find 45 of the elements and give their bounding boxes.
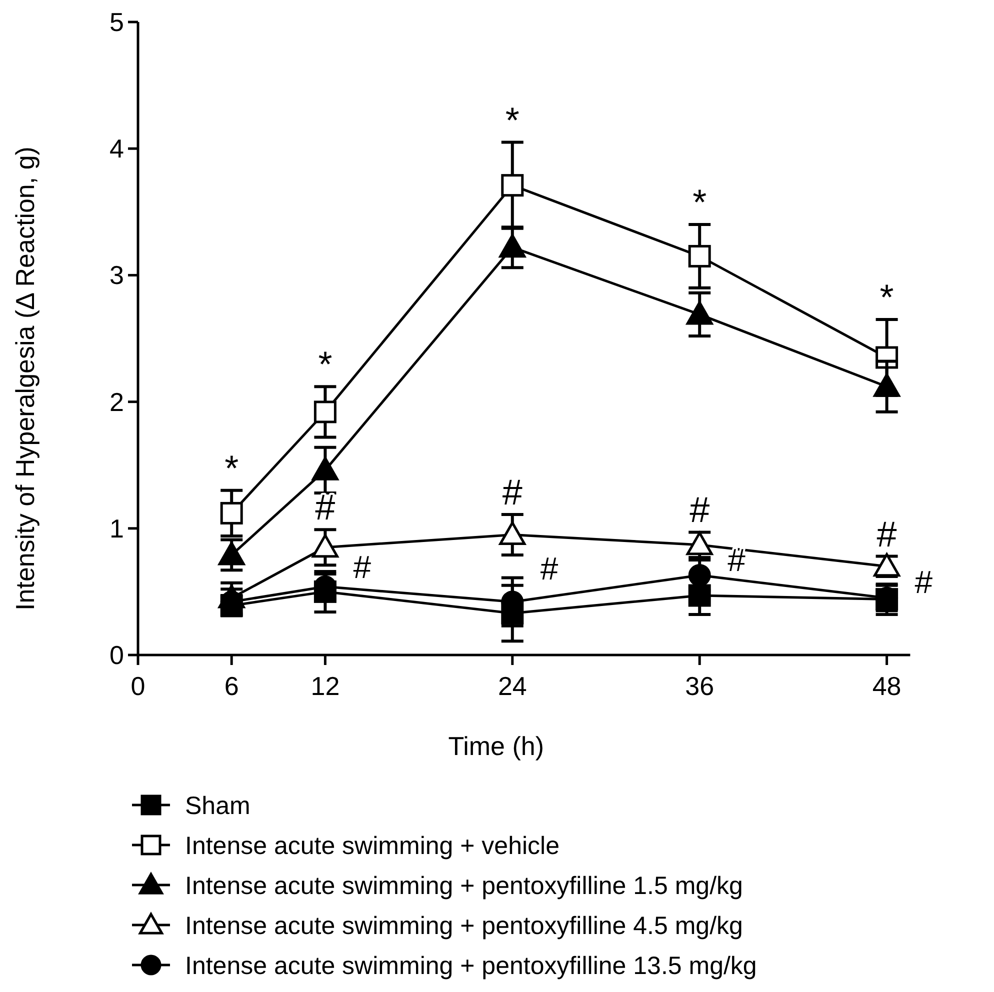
y-tick-label: 0 bbox=[110, 640, 124, 670]
annotation: # bbox=[353, 549, 372, 586]
x-tick-label: 24 bbox=[498, 671, 527, 701]
legend-label: Intense acute swimming + pentoxyfilline 13.5 mg/kg bbox=[185, 952, 757, 980]
x-tick-label: 36 bbox=[685, 671, 714, 701]
y-tick-label: 2 bbox=[110, 386, 124, 417]
legend-label: Intense acute swimming + pentoxyfilline 4.5 mg/kg bbox=[185, 912, 743, 940]
point bbox=[499, 521, 526, 545]
annotation: * bbox=[692, 182, 707, 223]
annotation: # bbox=[502, 471, 522, 512]
annotation: # bbox=[690, 489, 710, 530]
legend-label: Intense acute swimming + vehicle bbox=[185, 832, 560, 860]
annotation: # bbox=[728, 542, 746, 578]
legend-label: Intense acute swimming + pentoxyfilline 1.5 mg/kg bbox=[185, 872, 743, 900]
point bbox=[688, 564, 711, 586]
point bbox=[501, 174, 524, 197]
point bbox=[686, 301, 713, 325]
x-tick-label: 0 bbox=[130, 671, 146, 701]
point bbox=[688, 244, 711, 268]
annotation: * bbox=[224, 447, 239, 488]
y-tick-label: 3 bbox=[110, 260, 124, 290]
annotation: * bbox=[505, 99, 520, 140]
point bbox=[220, 502, 243, 524]
point bbox=[312, 534, 338, 558]
y-tick-label: 1 bbox=[110, 513, 124, 544]
annotation: # bbox=[876, 513, 897, 554]
annotation: # bbox=[914, 564, 933, 600]
annotation: * bbox=[880, 276, 894, 318]
x-axis-title: Time (h) bbox=[448, 731, 544, 761]
point bbox=[499, 234, 526, 258]
point bbox=[686, 532, 713, 556]
point bbox=[874, 373, 900, 397]
legend-label: Sham bbox=[185, 792, 250, 820]
annotation: * bbox=[318, 344, 332, 385]
point bbox=[314, 400, 336, 424]
annotation: # bbox=[315, 486, 336, 528]
x-tick-label: 48 bbox=[872, 671, 902, 701]
y-tick-label: 4 bbox=[110, 134, 124, 164]
y-axis-title: Intensity of Hyperalgesia (Δ Reaction, g) bbox=[10, 146, 40, 610]
annotation: # bbox=[540, 550, 558, 586]
y-tick-label: 5 bbox=[110, 7, 124, 37]
x-tick-label: 6 bbox=[224, 671, 239, 701]
x-tick-label: 12 bbox=[310, 671, 340, 701]
point bbox=[218, 542, 245, 566]
point bbox=[312, 456, 338, 480]
